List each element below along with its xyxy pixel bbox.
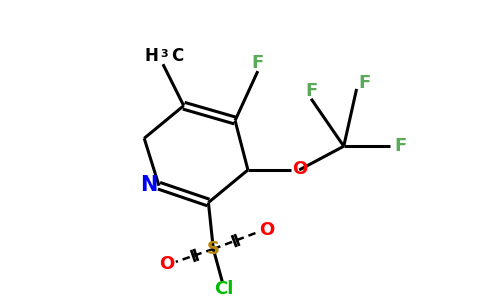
Text: F: F bbox=[252, 54, 264, 72]
Text: O: O bbox=[292, 160, 307, 178]
Text: O: O bbox=[259, 221, 274, 239]
Text: F: F bbox=[394, 137, 406, 155]
Text: H: H bbox=[144, 47, 158, 65]
Text: Cl: Cl bbox=[214, 280, 234, 298]
Text: F: F bbox=[358, 74, 371, 92]
Text: C: C bbox=[171, 47, 183, 65]
Text: O: O bbox=[159, 255, 175, 273]
Text: F: F bbox=[305, 82, 318, 100]
Text: N: N bbox=[140, 175, 158, 195]
Text: 3: 3 bbox=[160, 49, 167, 59]
Text: S: S bbox=[207, 240, 220, 258]
